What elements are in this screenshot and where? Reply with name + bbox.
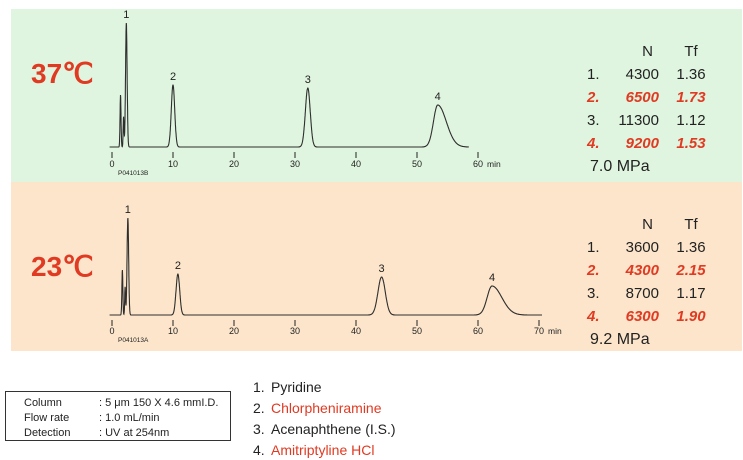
table-row: 3. 8700 1.17 [587, 285, 706, 302]
peak-label-1: 1 [123, 9, 129, 21]
condition-row-detection: Detection : UV at 254nm [6, 426, 230, 441]
table-row: 2. 4300 2.15 [587, 262, 706, 279]
table-row: 4. 9200 1.53 [587, 135, 706, 152]
condition-row-flow-rate: Flow rate : 1.0 mL/min [6, 411, 230, 426]
table-row: 1. 3600 1.36 [587, 239, 706, 256]
results-table-37c: N Tf 1. 4300 1.36 2. 6500 1.73 3. 11300 1.12 4. 9200… [577, 40, 727, 178]
panel-37c: 0 10 20 30 40 50 60 min P041013B 1 2 3 4 37℃ N Tf 1. 43… [11, 9, 742, 182]
peak-legend: 1. Pyridine 2. Chlorpheniramine 3. Acenapht… [253, 377, 396, 460]
table-row: 4. 6300 1.90 [587, 308, 706, 325]
x-axis-tick-label: 40 [351, 326, 361, 336]
trace-23℃ [109, 217, 542, 316]
panel-23c: 0 10 20 30 40 50 60 70 min P041013A 1 2 3 4 23℃ N Tf 1.… [11, 182, 742, 351]
file-code-label: P041013A [118, 337, 149, 344]
x-axis-tick-label: 30 [290, 159, 300, 169]
x-axis-tick-label: 10 [168, 326, 178, 336]
table-row: 2. 6500 1.73 [587, 89, 706, 106]
legend-number: 2. [253, 400, 265, 416]
x-axis-tick-label: 50 [412, 326, 422, 336]
legend-item-4: 4. Amitriptyline HCl [253, 440, 396, 460]
x-axis-tick-label: 10 [168, 159, 178, 169]
condition-value: : 1.0 mL/min [99, 412, 160, 424]
x-axis-tick-label: 50 [412, 159, 422, 169]
table-header: N Tf [642, 216, 698, 233]
results-table-23c: N Tf 1. 3600 1.36 2. 4300 2.15 3. 8700 1.17 4. 6300 1… [577, 213, 727, 351]
legend-number: 3. [253, 421, 265, 437]
condition-value: : UV at 254nm [99, 427, 170, 439]
x-axis-tick-label: 0 [109, 159, 114, 169]
x-axis-tick-label: 60 [473, 159, 483, 169]
condition-value: : 5 μm 150 X 4.6 mmI.D. [99, 397, 219, 409]
x-axis-tick-label: 20 [229, 326, 239, 336]
legend-item-1: 1. Pyridine [253, 377, 396, 398]
legend-compound: Acenaphthene (I.S.) [271, 421, 396, 437]
x-axis-tick-label: 70 [534, 326, 544, 336]
x-axis-tick-label: 20 [229, 159, 239, 169]
x-axis-tick-label: 60 [473, 326, 483, 336]
peak-label-4: 4 [435, 91, 441, 103]
pressure-label: 9.2 MPa [590, 331, 650, 348]
conditions-box: Column : 5 μm 150 X 4.6 mmI.D. Flow rate… [5, 391, 231, 441]
x-axis-unit-label: min [487, 159, 501, 169]
peak-label-3: 3 [305, 74, 311, 86]
legend-compound: Amitriptyline HCl [271, 442, 375, 458]
peak-label-1: 1 [125, 204, 131, 216]
condition-label: Flow rate [24, 412, 70, 424]
legend-number: 4. [253, 442, 265, 458]
trace-37℃ [109, 22, 469, 148]
file-code-label: P041013B [118, 170, 148, 177]
condition-label: Column [24, 397, 62, 409]
condition-label: Detection [24, 427, 71, 439]
peak-label-2: 2 [170, 71, 176, 83]
legend-number: 1. [253, 379, 265, 395]
chromatogram-23c: 0 10 20 30 40 50 60 70 min P041013A 1 2 3 4 [109, 204, 562, 344]
table-header: N Tf [642, 43, 698, 60]
chromatogram-37c: 0 10 20 30 40 50 60 min P041013B 1 2 3 4 [109, 9, 501, 177]
x-axis-tick-label: 40 [351, 159, 361, 169]
peak-label-3: 3 [379, 263, 385, 275]
pressure-label: 7.0 MPa [590, 158, 650, 175]
peak-label-2: 2 [175, 260, 181, 272]
x-axis-unit-label: min [548, 326, 562, 336]
legend-item-3: 3. Acenaphthene (I.S.) [253, 419, 396, 440]
condition-row-column: Column : 5 μm 150 X 4.6 mmI.D. [6, 396, 230, 411]
peak-label-4: 4 [489, 272, 495, 284]
legend-item-2: 2. Chlorpheniramine [253, 398, 396, 419]
x-axis-tick-label: 30 [290, 326, 300, 336]
temperature-label-23c: 23℃ [31, 251, 94, 282]
table-row: 3. 11300 1.12 [587, 112, 706, 129]
temperature-label-37c: 37℃ [31, 58, 94, 89]
legend-compound: Chlorpheniramine [271, 400, 382, 416]
table-row: 1. 4300 1.36 [587, 66, 706, 83]
legend-compound: Pyridine [271, 379, 322, 395]
x-axis-tick-label: 0 [109, 326, 114, 336]
